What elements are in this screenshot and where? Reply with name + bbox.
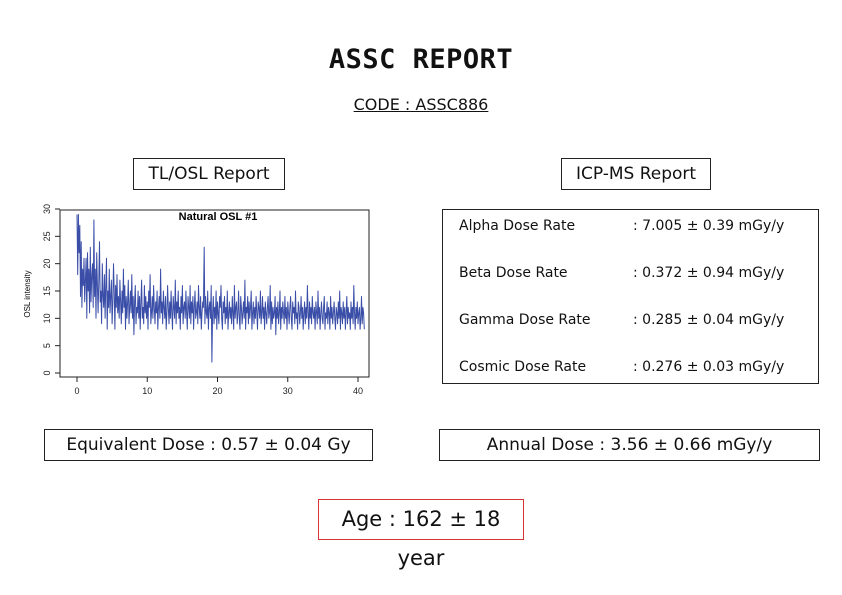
x-tick-label: 10 (142, 386, 152, 396)
icpms-row-value: : 0.372 ± 0.94 mGy/y (633, 265, 785, 281)
age-result-box: Age : 162 ± 18 year (318, 499, 524, 570)
y-tick-label: 25 (42, 231, 52, 241)
icpms-row-value: : 7.005 ± 0.39 mGy/y (633, 218, 785, 234)
x-tick-label: 40 (353, 386, 363, 396)
x-tick-label: 30 (283, 386, 293, 396)
icpms-row-name: Gamma Dose Rate (459, 312, 591, 328)
equivalent-dose-box: Equivalent Dose : 0.57 ± 0.04 Gy (44, 429, 373, 461)
x-tick-label: 0 (74, 386, 79, 396)
icpms-row-name: Beta Dose Rate (459, 265, 568, 281)
icpms-row-value: : 0.276 ± 0.03 mGy/y (633, 359, 785, 375)
y-tick-label: 0 (42, 370, 52, 375)
icpms-row-beta: Beta Dose Rate : 0.372 ± 0.94 mGy/y (459, 265, 818, 285)
report-code: CODE : ASSC886 (353, 95, 489, 114)
x-tick-label: 20 (212, 386, 222, 396)
chart-title: Natural OSL #1 (179, 211, 258, 223)
icpms-row-alpha: Alpha Dose Rate : 7.005 ± 0.39 mGy/y (459, 218, 818, 238)
icpms-row-value: : 0.285 ± 0.04 mGy/y (633, 312, 785, 328)
annual-dose-box: Annual Dose : 3.56 ± 0.66 mGy/y (439, 429, 820, 461)
report-title: ASSC REPORT (328, 44, 514, 75)
icpms-table: Alpha Dose Rate : 7.005 ± 0.39 mGy/y Bet… (442, 209, 819, 384)
plot-frame (59, 209, 370, 378)
icpms-section-label: ICP-MS Report (561, 158, 711, 190)
icpms-row-cosmic: Cosmic Dose Rate : 0.276 ± 0.03 mGy/y (459, 359, 818, 379)
osl-series-line (76, 214, 365, 363)
chart-ylabel: OSL intensity (23, 270, 32, 317)
icpms-row-gamma: Gamma Dose Rate : 0.285 ± 0.04 mGy/y (459, 312, 818, 332)
y-tick-label: 10 (42, 313, 52, 323)
y-tick-label: 15 (42, 286, 52, 296)
osl-chart: 0 10 20 30 40 0 5 10 15 20 25 30 Natural OSL #1 OSL… (23, 204, 370, 396)
y-tick-label: 5 (42, 343, 52, 348)
tlosl-section-label: TL/OSL Report (133, 158, 285, 190)
y-tick-label: 20 (42, 259, 52, 269)
icpms-row-name: Cosmic Dose Rate (459, 359, 587, 375)
y-tick-label: 30 (42, 204, 52, 214)
icpms-row-name: Alpha Dose Rate (459, 218, 576, 234)
